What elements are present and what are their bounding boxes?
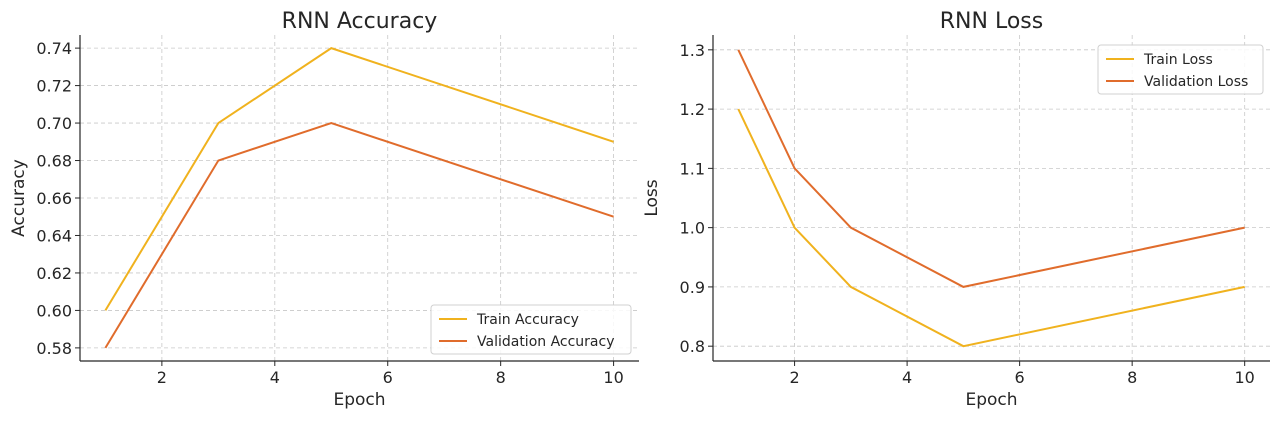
- x-axis-label: Epoch: [965, 390, 1017, 410]
- x-tick-label: 2: [157, 368, 167, 387]
- y-tick-label: 0.64: [36, 226, 72, 245]
- x-tick-label: 4: [270, 368, 280, 387]
- y-axis-label: Accuracy: [9, 159, 29, 237]
- y-tick-label: 0.66: [36, 189, 72, 208]
- x-tick-label: 8: [1127, 368, 1137, 387]
- x-tick-label: 2: [789, 368, 799, 387]
- legend: Train Accuracy Validation Accuracy: [430, 304, 632, 355]
- y-tick-label: 1.1: [680, 159, 705, 178]
- y-tick-label: 1.2: [680, 100, 705, 119]
- x-tick-label: 10: [1235, 368, 1255, 387]
- y-tick-label: 0.58: [36, 339, 72, 358]
- legend-label: Validation Accuracy: [477, 334, 615, 350]
- chart-panel-1: 2 4 6 8 10 0.58 0.60 0.62 0.64 0.66 0.68 0.70 0.72 0.…: [9, 9, 639, 410]
- legend-box: [430, 304, 632, 355]
- y-tick-label: 0.60: [36, 301, 72, 320]
- series-line-train-accuracy: [104, 47, 614, 311]
- y-tick-label: 1.3: [680, 41, 705, 60]
- x-tick-label: 10: [603, 368, 623, 387]
- y-axis-label: Loss: [642, 179, 662, 216]
- y-tick-label: 0.72: [36, 77, 72, 96]
- chart-title: RNN Loss: [940, 9, 1043, 34]
- legend-box: [1097, 44, 1264, 95]
- y-tick-label: 1.0: [680, 219, 705, 238]
- y-tick-label: 0.68: [36, 152, 72, 171]
- chart-title: RNN Accuracy: [282, 9, 438, 34]
- x-axis-label: Epoch: [333, 390, 385, 410]
- series-line-validation-accuracy: [104, 122, 614, 349]
- x-tick-label: 8: [496, 368, 506, 387]
- legend: Train Loss Validation Loss: [1097, 44, 1264, 95]
- y-tick-label: 0.8: [680, 337, 705, 356]
- x-tick-label: 6: [383, 368, 393, 387]
- y-tick-label: 0.9: [680, 278, 705, 297]
- x-tick-label: 6: [1015, 368, 1025, 387]
- legend-label: Validation Loss: [1144, 74, 1248, 90]
- y-tick-label: 0.70: [36, 114, 72, 133]
- y-tick-label: 0.62: [36, 264, 72, 283]
- x-tick-label: 4: [902, 368, 912, 387]
- legend-label: Train Loss: [1143, 52, 1213, 68]
- chart-panel-2: 2 4 6 8 10 0.8 0.9 1.0 1.1 1.2 1.3 RNN Loss Epoch Los…: [642, 9, 1270, 410]
- series-line-validation-loss: [737, 49, 1245, 288]
- y-tick-label: 0.74: [36, 39, 72, 58]
- legend-label: Train Accuracy: [476, 312, 579, 328]
- series-line-train-loss: [737, 108, 1245, 348]
